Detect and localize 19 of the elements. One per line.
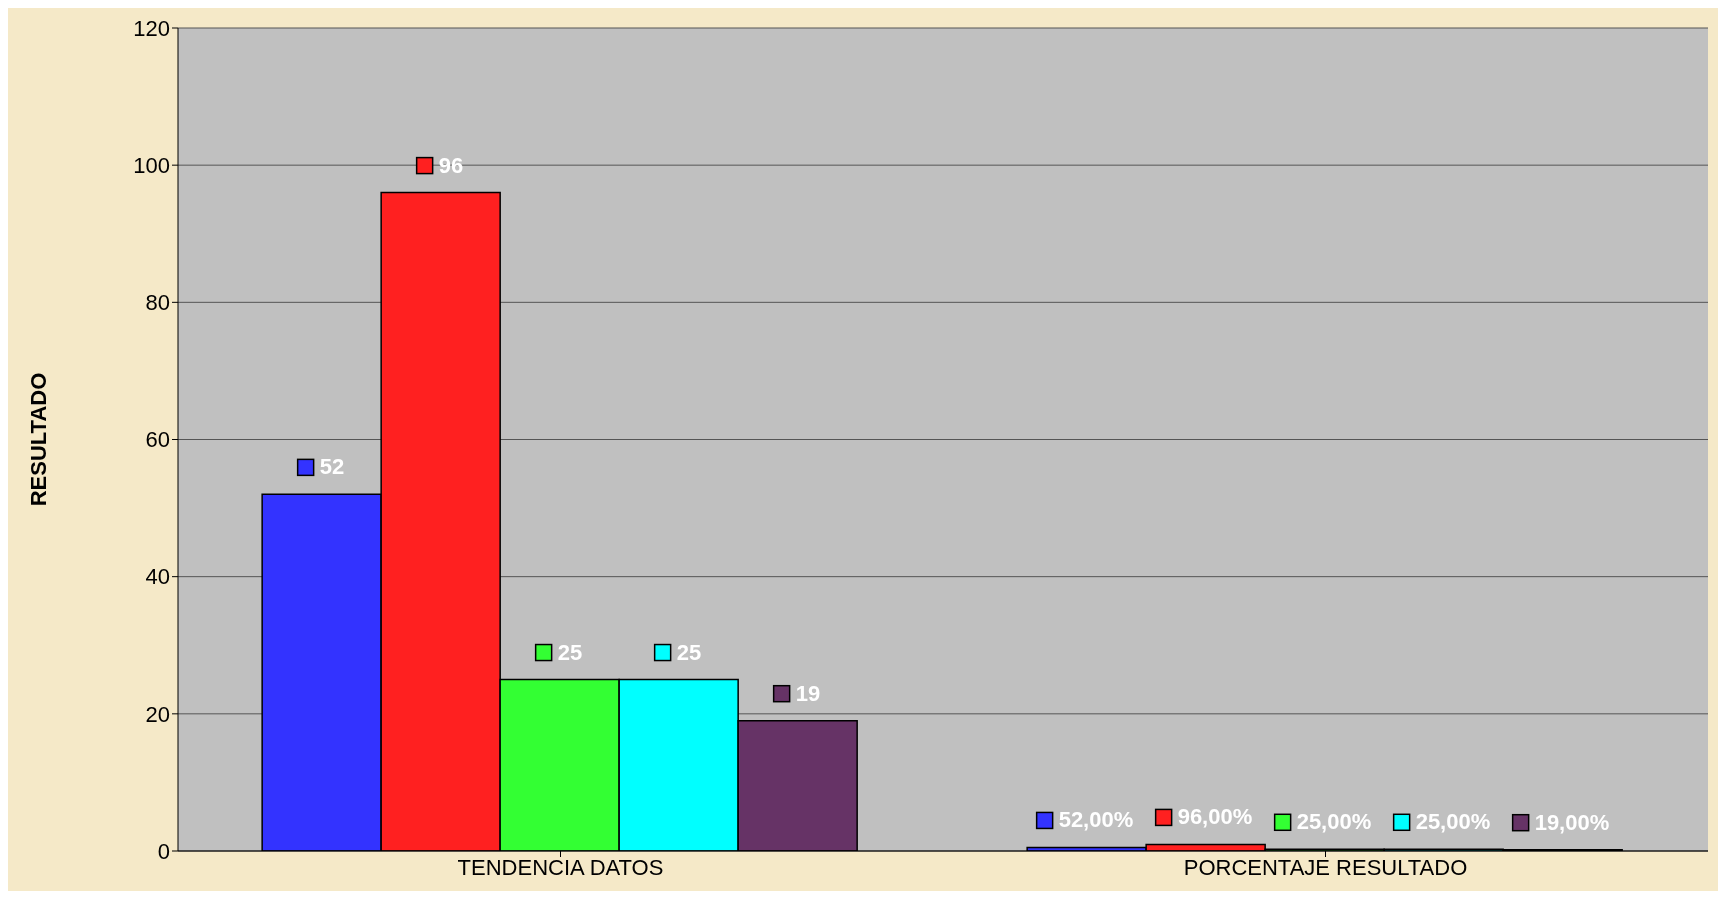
y-tick-label: 120	[133, 15, 170, 41]
data-label: 96,00%	[1177, 804, 1253, 830]
y-tick-label: 80	[145, 290, 170, 316]
y-tick-label: 40	[145, 564, 170, 590]
data-label: 25,00%	[1296, 809, 1372, 835]
x-tick-label: PORCENTAJE RESULTADO	[1183, 854, 1468, 880]
y-tick-label: 100	[133, 152, 170, 178]
data-label: 52,00%	[1058, 807, 1134, 833]
x-tick-label: TENDENCIA DATOS	[457, 854, 664, 880]
data-label: 19,00%	[1534, 809, 1610, 835]
y-tick-label: 60	[145, 427, 170, 453]
data-label: 25	[676, 639, 702, 665]
data-label: 25	[557, 639, 583, 665]
y-tick-label: 20	[145, 701, 170, 727]
data-label: 25,00%	[1415, 809, 1491, 835]
data-label: 19	[795, 680, 821, 706]
y-tick-label: 0	[157, 838, 170, 864]
y-axis-title: RESULTADO	[25, 372, 51, 507]
data-label: 52	[319, 454, 345, 480]
